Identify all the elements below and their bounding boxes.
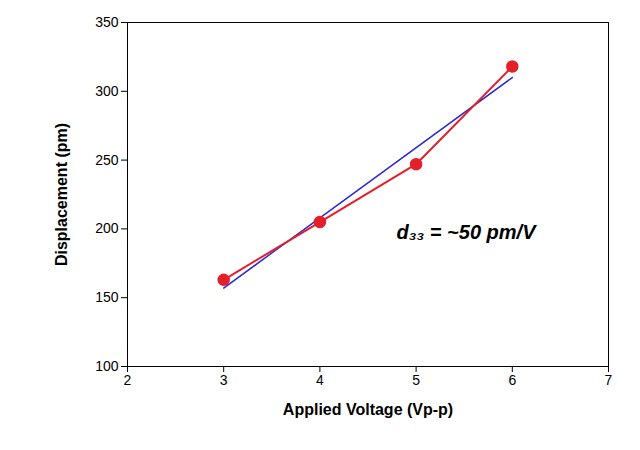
svg-text:3: 3: [220, 372, 228, 388]
svg-text:Displacement (pm): Displacement (pm): [53, 123, 70, 266]
svg-text:300: 300: [95, 83, 119, 99]
svg-text:7: 7: [605, 372, 613, 388]
svg-text:200: 200: [95, 220, 119, 236]
svg-text:350: 350: [95, 14, 119, 30]
svg-text:5: 5: [412, 372, 420, 388]
svg-text:Applied Voltage (Vp-p): Applied Voltage (Vp-p): [283, 401, 453, 418]
svg-text:100: 100: [95, 358, 119, 374]
svg-text:d₃₃ = ~50 pm/V: d₃₃ = ~50 pm/V: [397, 221, 538, 243]
svg-text:4: 4: [316, 372, 324, 388]
svg-text:250: 250: [95, 152, 119, 168]
svg-text:6: 6: [508, 372, 516, 388]
svg-text:150: 150: [95, 289, 119, 305]
svg-text:2: 2: [124, 372, 132, 388]
